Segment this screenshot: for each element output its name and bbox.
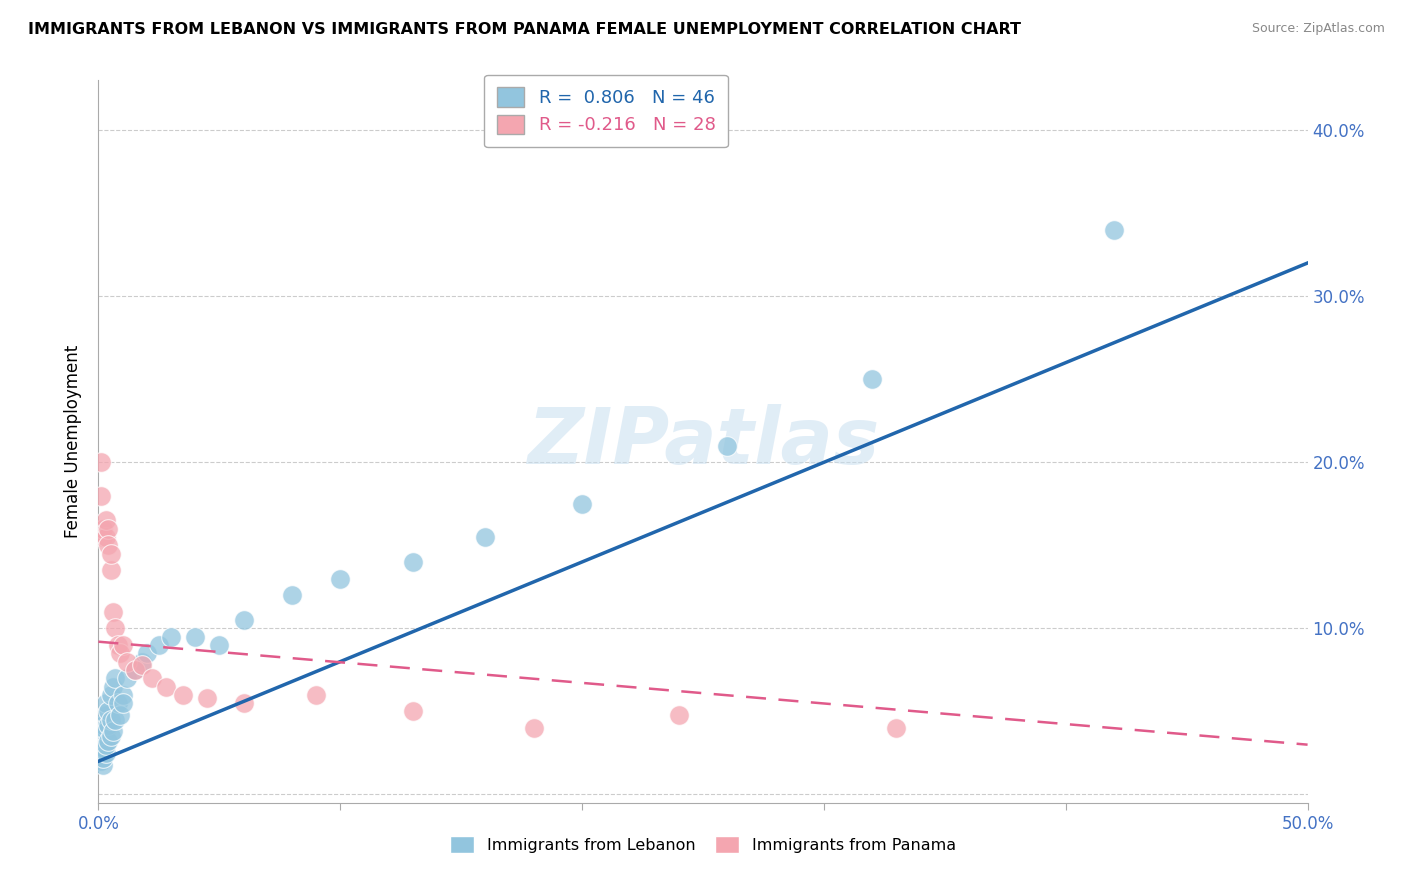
Point — [124, 663, 146, 677]
Point — [172, 688, 194, 702]
Point — [329, 572, 352, 586]
Point — [97, 717, 120, 731]
Point — [101, 605, 124, 619]
Point — [91, 757, 114, 772]
Point — [90, 730, 112, 744]
Point — [523, 721, 546, 735]
Point — [111, 638, 134, 652]
Point — [97, 734, 120, 748]
Point — [124, 663, 146, 677]
Point — [141, 671, 163, 685]
Point — [94, 707, 117, 722]
Point — [91, 724, 114, 739]
Point — [100, 713, 122, 727]
Point — [108, 707, 131, 722]
Point — [474, 530, 496, 544]
Point — [91, 522, 114, 536]
Point — [668, 707, 690, 722]
Point — [148, 638, 170, 652]
Point — [104, 713, 127, 727]
Point — [111, 688, 134, 702]
Point — [184, 630, 207, 644]
Point — [108, 646, 131, 660]
Point — [94, 696, 117, 710]
Point — [90, 455, 112, 469]
Text: ZIPatlas: ZIPatlas — [527, 403, 879, 480]
Point — [94, 724, 117, 739]
Point — [160, 630, 183, 644]
Point — [281, 588, 304, 602]
Point — [100, 547, 122, 561]
Point — [131, 657, 153, 672]
Point — [104, 671, 127, 685]
Point — [91, 530, 114, 544]
Point — [97, 538, 120, 552]
Point — [716, 439, 738, 453]
Point — [90, 738, 112, 752]
Point — [97, 522, 120, 536]
Point — [91, 741, 114, 756]
Legend: Immigrants from Lebanon, Immigrants from Panama: Immigrants from Lebanon, Immigrants from… — [444, 830, 962, 860]
Point — [91, 732, 114, 747]
Y-axis label: Female Unemployment: Female Unemployment — [65, 345, 83, 538]
Point — [402, 555, 425, 569]
Point — [107, 638, 129, 652]
Point — [117, 671, 139, 685]
Point — [232, 613, 254, 627]
Point — [886, 721, 908, 735]
Point — [100, 730, 122, 744]
Point — [571, 497, 593, 511]
Point — [100, 688, 122, 702]
Point — [131, 655, 153, 669]
Point — [90, 754, 112, 768]
Point — [101, 680, 124, 694]
Point — [195, 691, 218, 706]
Point — [117, 655, 139, 669]
Point — [860, 372, 883, 386]
Text: Source: ZipAtlas.com: Source: ZipAtlas.com — [1251, 22, 1385, 36]
Point — [94, 513, 117, 527]
Point — [101, 724, 124, 739]
Point — [100, 563, 122, 577]
Point — [208, 638, 231, 652]
Point — [97, 705, 120, 719]
Point — [90, 489, 112, 503]
Point — [107, 696, 129, 710]
Point — [155, 680, 177, 694]
Point — [94, 530, 117, 544]
Point — [232, 696, 254, 710]
Point — [1102, 223, 1125, 237]
Point — [305, 688, 328, 702]
Text: IMMIGRANTS FROM LEBANON VS IMMIGRANTS FROM PANAMA FEMALE UNEMPLOYMENT CORRELATIO: IMMIGRANTS FROM LEBANON VS IMMIGRANTS FR… — [28, 22, 1021, 37]
Point — [94, 738, 117, 752]
Point — [402, 705, 425, 719]
Point — [135, 646, 157, 660]
Point — [91, 751, 114, 765]
Point — [94, 746, 117, 760]
Point — [104, 621, 127, 635]
Point — [90, 746, 112, 760]
Point — [91, 717, 114, 731]
Point — [111, 696, 134, 710]
